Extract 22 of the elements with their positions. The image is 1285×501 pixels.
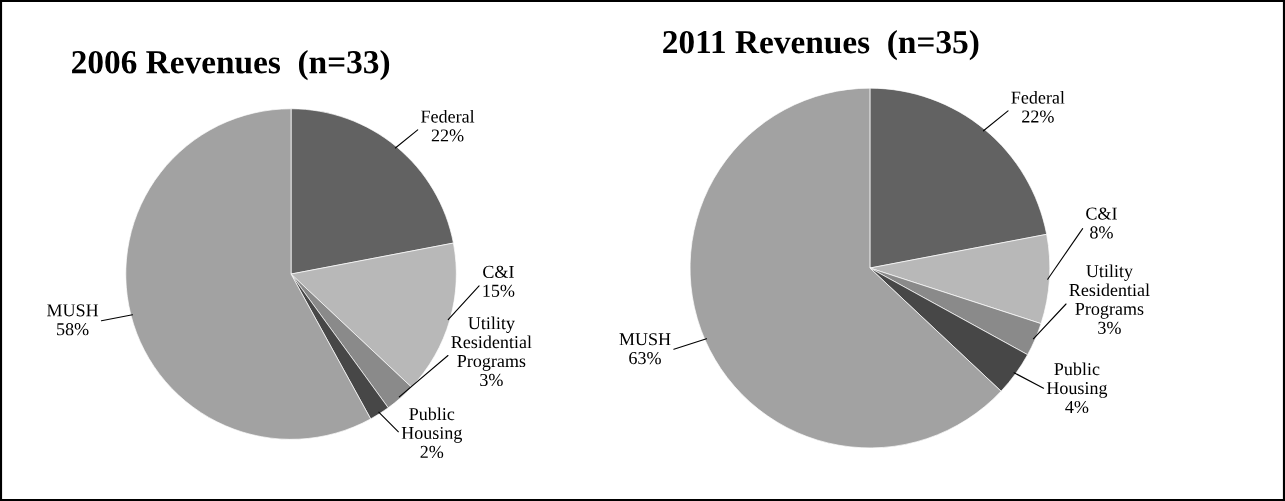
data-label: 22% — [1022, 110, 1054, 123]
slice-label: Public Housing — [1046, 362, 1108, 398]
chart-title: 2006 Revenues (n=33) — [72, 50, 390, 81]
slice-label: Utility Residential Programs — [1069, 264, 1150, 319]
slice-label: C&I — [483, 265, 514, 278]
data-label: 15% — [483, 284, 515, 297]
data-label: 3% — [480, 373, 503, 387]
data-label: 4% — [1065, 400, 1089, 414]
slice-label: Federal — [1011, 91, 1065, 104]
data-label: 22% — [431, 129, 464, 142]
data-label: 8% — [1090, 226, 1113, 239]
data-label: 3% — [1098, 321, 1121, 334]
slice-label: MUSH — [619, 333, 671, 346]
slice-label: MUSH — [47, 304, 99, 317]
slice-label: Federal — [421, 109, 475, 123]
slice-label: Utility Residential Programs — [451, 316, 532, 371]
data-label: 58% — [57, 323, 89, 336]
chart-title: 2011 Revenues (n=35) — [663, 29, 979, 61]
data-label: 2% — [420, 445, 444, 459]
slice-label: Public Housing — [401, 407, 463, 443]
data-label: 63% — [629, 351, 661, 365]
slice-label: C&I — [1086, 207, 1117, 220]
